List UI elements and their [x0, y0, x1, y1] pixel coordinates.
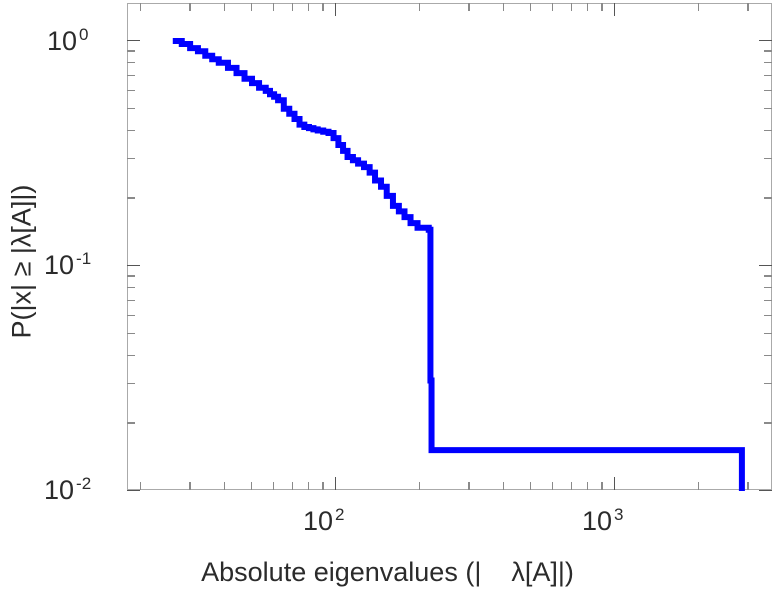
y-minor-tick-right [764, 74, 772, 77]
x-minor-tick-bottom [189, 482, 191, 490]
y-minor-tick-right [764, 422, 772, 424]
x-minor-tick-top [552, 3, 554, 11]
y-minor-tick-right [764, 354, 772, 356]
x-minor-tick-top [223, 3, 226, 11]
y-major-tick-left [127, 40, 140, 42]
x-minor-tick-top [747, 3, 749, 11]
y-minor-tick-left [127, 50, 135, 52]
x-minor-tick-bottom [530, 482, 532, 490]
x-minor-tick-bottom [251, 482, 253, 490]
y-minor-tick-right [764, 89, 772, 92]
x-tick-label-1e2: 10 2 [303, 505, 345, 536]
y-major-tick-left [127, 265, 140, 267]
y-minor-tick-right [764, 129, 772, 131]
x-minor-tick-bottom [468, 482, 470, 490]
x-minor-tick-top [601, 3, 603, 11]
x-minor-tick-top [570, 3, 573, 11]
x-minor-tick-bottom [418, 482, 421, 490]
y-major-tick-right [759, 490, 772, 492]
y-minor-tick-right [764, 382, 772, 385]
x-minor-tick-top [697, 3, 700, 11]
y-minor-tick-left [127, 354, 135, 356]
y-axis-title: P(|x| ≥ |λ[A]|) [6, 184, 37, 339]
y-major-tick-left [127, 490, 140, 492]
y-minor-tick-right [764, 299, 772, 302]
x-major-tick-top [614, 3, 616, 16]
x-minor-tick-bottom [322, 482, 324, 490]
x-minor-tick-top [307, 3, 310, 11]
x-minor-tick-bottom [139, 482, 142, 490]
x-minor-tick-bottom [601, 482, 603, 490]
y-tick-label-1e-1: 10 -1 [44, 249, 92, 280]
x-minor-tick-bottom [747, 482, 749, 490]
y-minor-tick-left [127, 107, 135, 110]
y-major-tick-right [759, 265, 772, 267]
y-minor-tick-right [764, 50, 772, 52]
y-minor-tick-left [127, 299, 135, 302]
y-minor-tick-left [127, 197, 135, 199]
y-minor-tick-right [764, 314, 772, 317]
x-minor-tick-top [530, 3, 532, 11]
x-minor-tick-bottom [273, 482, 275, 490]
ccdf-line [172, 38, 745, 491]
y-minor-tick-left [127, 89, 135, 92]
x-minor-tick-top [291, 3, 294, 11]
x-minor-tick-top [189, 3, 191, 11]
x-minor-tick-bottom [502, 482, 505, 490]
x-minor-tick-top [251, 3, 253, 11]
x-minor-tick-bottom [552, 482, 554, 490]
y-minor-tick-right [764, 197, 772, 199]
x-minor-tick-bottom [223, 482, 226, 490]
y-minor-tick-right [764, 157, 772, 160]
y-minor-tick-right [764, 286, 772, 289]
y-minor-tick-right [764, 275, 772, 277]
y-minor-tick-left [127, 157, 135, 160]
x-minor-tick-top [586, 3, 589, 11]
y-minor-tick-left [127, 61, 135, 64]
x-axis-title: Absolute eigenvalues (| λ[A]|) [201, 557, 574, 587]
x-minor-tick-top [468, 3, 470, 11]
x-minor-tick-top [322, 3, 324, 11]
y-minor-tick-left [127, 129, 135, 131]
y-tick-label-1e-2: 10 -2 [44, 474, 92, 505]
x-minor-tick-bottom [586, 482, 589, 490]
y-minor-tick-left [127, 74, 135, 77]
x-major-tick-bottom [614, 477, 616, 490]
y-tick-label-1e0: 10 0 [47, 25, 89, 56]
y-axis-title-wrap: P(|x| ≥ |λ[A]|) [7, 2, 38, 522]
y-minor-tick-left [127, 422, 135, 424]
y-minor-tick-right [764, 332, 772, 335]
x-minor-tick-bottom [570, 482, 573, 490]
y-minor-tick-left [127, 275, 135, 277]
x-minor-tick-bottom [307, 482, 310, 490]
y-minor-tick-right [764, 61, 772, 64]
x-major-tick-bottom [335, 477, 337, 490]
y-minor-tick-left [127, 332, 135, 335]
y-minor-tick-left [127, 314, 135, 317]
plot-area [127, 3, 772, 491]
y-minor-tick-left [127, 286, 135, 289]
y-minor-tick-left [127, 382, 135, 385]
x-tick-label-1e3: 10 3 [582, 505, 624, 536]
x-major-tick-top [335, 3, 337, 16]
x-minor-tick-bottom [697, 482, 700, 490]
x-minor-tick-top [273, 3, 275, 11]
y-minor-tick-right [764, 107, 772, 110]
x-minor-tick-top [139, 3, 142, 11]
x-minor-tick-bottom [291, 482, 294, 490]
y-major-tick-right [759, 40, 772, 42]
ccdf-curve [172, 38, 745, 491]
x-minor-tick-top [502, 3, 505, 11]
x-minor-tick-top [418, 3, 421, 11]
